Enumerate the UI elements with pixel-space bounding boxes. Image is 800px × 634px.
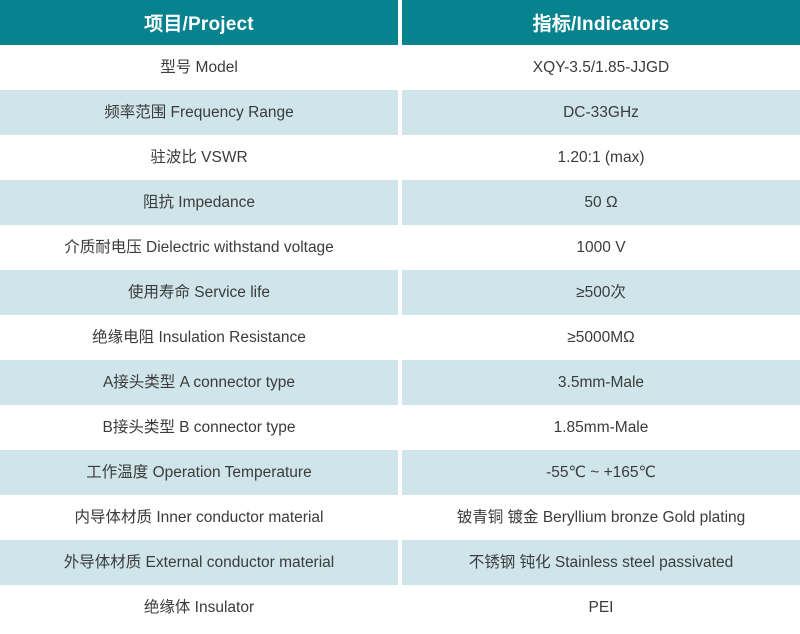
table-row: 阻抗 Impedance 50 Ω bbox=[0, 180, 800, 225]
table-row: 驻波比 VSWR 1.20:1 (max) bbox=[0, 135, 800, 180]
cell-indicator: PEI bbox=[402, 585, 800, 630]
table-body: 型号 Model XQY-3.5/1.85-JJGD 频率范围 Frequency … bbox=[0, 45, 800, 630]
column-divider bbox=[398, 405, 402, 450]
column-divider bbox=[398, 45, 402, 90]
column-divider bbox=[398, 270, 402, 315]
cell-project: 介质耐电压 Dielectric withstand voltage bbox=[0, 225, 398, 270]
table-row: 型号 Model XQY-3.5/1.85-JJGD bbox=[0, 45, 800, 90]
cell-indicator: 1000 V bbox=[402, 225, 800, 270]
header-cell-project: 项目/Project bbox=[0, 0, 398, 45]
cell-project: B接头类型 B connector type bbox=[0, 405, 398, 450]
table-row: B接头类型 B connector type 1.85mm-Male bbox=[0, 405, 800, 450]
table-row: 使用寿命 Service life ≥500次 bbox=[0, 270, 800, 315]
column-divider bbox=[398, 540, 402, 585]
cell-indicator: 50 Ω bbox=[402, 180, 800, 225]
cell-project: 阻抗 Impedance bbox=[0, 180, 398, 225]
table-row: A接头类型 A connector type 3.5mm-Male bbox=[0, 360, 800, 405]
column-divider bbox=[398, 90, 402, 135]
cell-indicator: DC-33GHz bbox=[402, 90, 800, 135]
table-row: 内导体材质 Inner conductor material 铍青铜 镀金 Ber… bbox=[0, 495, 800, 540]
column-divider bbox=[398, 0, 402, 45]
cell-project: 型号 Model bbox=[0, 45, 398, 90]
cell-indicator: 铍青铜 镀金 Beryllium bronze Gold plating bbox=[402, 495, 800, 540]
cell-indicator: -55℃ ~ +165℃ bbox=[402, 450, 800, 495]
column-divider bbox=[398, 495, 402, 540]
cell-indicator: 1.20:1 (max) bbox=[402, 135, 800, 180]
column-divider bbox=[398, 360, 402, 405]
column-divider bbox=[398, 180, 402, 225]
column-divider bbox=[398, 315, 402, 360]
column-divider bbox=[398, 450, 402, 495]
cell-indicator: ≥5000MΩ bbox=[402, 315, 800, 360]
table-row: 外导体材质 External conductor material 不锈钢 钝化 … bbox=[0, 540, 800, 585]
header-row: 项目/Project 指标/Indicators bbox=[0, 0, 800, 45]
table-row: 介质耐电压 Dielectric withstand voltage 1000 V bbox=[0, 225, 800, 270]
cell-indicator: 1.85mm-Male bbox=[402, 405, 800, 450]
cell-project: A接头类型 A connector type bbox=[0, 360, 398, 405]
cell-project: 外导体材质 External conductor material bbox=[0, 540, 398, 585]
table-header: 项目/Project 指标/Indicators bbox=[0, 0, 800, 45]
column-divider bbox=[398, 585, 402, 630]
cell-project: 绝缘体 Insulator bbox=[0, 585, 398, 630]
column-divider bbox=[398, 135, 402, 180]
cell-indicator: XQY-3.5/1.85-JJGD bbox=[402, 45, 800, 90]
column-divider bbox=[398, 225, 402, 270]
cell-indicator: 不锈钢 钝化 Stainless steel passivated bbox=[402, 540, 800, 585]
cell-project: 频率范围 Frequency Range bbox=[0, 90, 398, 135]
cell-project: 使用寿命 Service life bbox=[0, 270, 398, 315]
cell-project: 内导体材质 Inner conductor material bbox=[0, 495, 398, 540]
table-row: 频率范围 Frequency Range DC-33GHz bbox=[0, 90, 800, 135]
header-cell-indicators: 指标/Indicators bbox=[402, 0, 800, 45]
cell-project: 驻波比 VSWR bbox=[0, 135, 398, 180]
cell-project: 绝缘电阻 Insulation Resistance bbox=[0, 315, 398, 360]
cell-indicator: ≥500次 bbox=[402, 270, 800, 315]
table-row: 绝缘体 Insulator PEI bbox=[0, 585, 800, 630]
cell-project: 工作温度 Operation Temperature bbox=[0, 450, 398, 495]
cell-indicator: 3.5mm-Male bbox=[402, 360, 800, 405]
table-row: 工作温度 Operation Temperature -55℃ ~ +165℃ bbox=[0, 450, 800, 495]
table-row: 绝缘电阻 Insulation Resistance ≥5000MΩ bbox=[0, 315, 800, 360]
